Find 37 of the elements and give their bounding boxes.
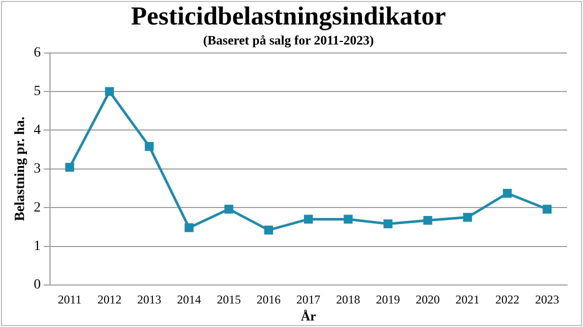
x-tick-label: 2020 bbox=[416, 292, 440, 306]
point bbox=[542, 204, 552, 214]
point bbox=[65, 162, 74, 172]
y-tick-label: 6 bbox=[34, 45, 41, 60]
chart-subtitle: (Baseret på salg for 2011-2023) bbox=[203, 32, 374, 48]
x-tick-label: 2021 bbox=[456, 292, 480, 306]
x-tick-label: 2015 bbox=[216, 292, 241, 306]
y-tick-label: 0 bbox=[34, 278, 41, 293]
point bbox=[463, 212, 472, 222]
x-tick-label: 2017 bbox=[296, 292, 320, 306]
y-tick-label: 1 bbox=[34, 238, 41, 254]
x-tick-label: 2012 bbox=[97, 292, 122, 306]
x-tick-label: 2016 bbox=[256, 292, 281, 306]
y-tick-label: 4 bbox=[34, 122, 41, 138]
point bbox=[264, 226, 274, 234]
point bbox=[224, 204, 234, 214]
y-tick-label: 5 bbox=[34, 84, 41, 100]
y-axis-title: Belastning pr. ha. bbox=[13, 116, 28, 222]
x-tick-label: 2018 bbox=[336, 292, 360, 306]
x-axis-title: År bbox=[300, 308, 316, 324]
point bbox=[344, 214, 353, 224]
point bbox=[144, 142, 154, 151]
x-tick-label: 2011 bbox=[58, 292, 82, 306]
chart-title: Pesticidbelastningsindikator bbox=[131, 1, 446, 30]
point bbox=[384, 219, 392, 228]
point bbox=[105, 87, 114, 96]
point bbox=[423, 216, 432, 225]
x-tick-label: 2014 bbox=[177, 292, 202, 306]
y-tick-label: 3 bbox=[34, 162, 41, 177]
x-tick-label: 2013 bbox=[137, 292, 162, 306]
x-tick-label: 2022 bbox=[495, 292, 520, 306]
point bbox=[304, 214, 313, 224]
y-tick-label: 2 bbox=[34, 200, 41, 216]
point bbox=[502, 188, 512, 198]
x-tick-label: 2019 bbox=[376, 292, 400, 306]
point bbox=[184, 223, 194, 232]
x-tick-label: 2023 bbox=[535, 292, 560, 306]
